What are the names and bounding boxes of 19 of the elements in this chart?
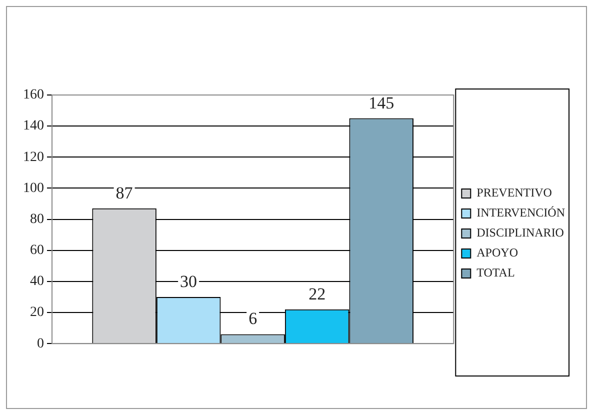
y-tick-label: 120	[23, 150, 44, 165]
data-label: 145	[368, 93, 394, 112]
legend-label: TOTAL	[476, 266, 515, 280]
data-label: 30	[180, 272, 198, 291]
legend-label: DISCIPLINARIO	[476, 226, 564, 240]
y-tick-label: 0	[37, 336, 44, 352]
y-tick-label: 60	[30, 243, 44, 258]
y-tick-label: 80	[30, 212, 44, 227]
data-label: 6	[248, 309, 258, 328]
y-tick-label: 20	[30, 305, 44, 320]
y-tick-label: 160	[23, 88, 44, 103]
legend-label: PREVENTIVO	[476, 186, 552, 200]
y-tick-label: 100	[23, 180, 44, 196]
legend-label: APOYO	[476, 246, 518, 260]
y-tick-label: 40	[30, 274, 44, 290]
data-label: 22	[308, 284, 326, 304]
legend-label: INTERVENCIÓN	[476, 206, 566, 220]
y-tick-label: 140	[23, 118, 44, 134]
data-label: 87	[116, 183, 134, 202]
